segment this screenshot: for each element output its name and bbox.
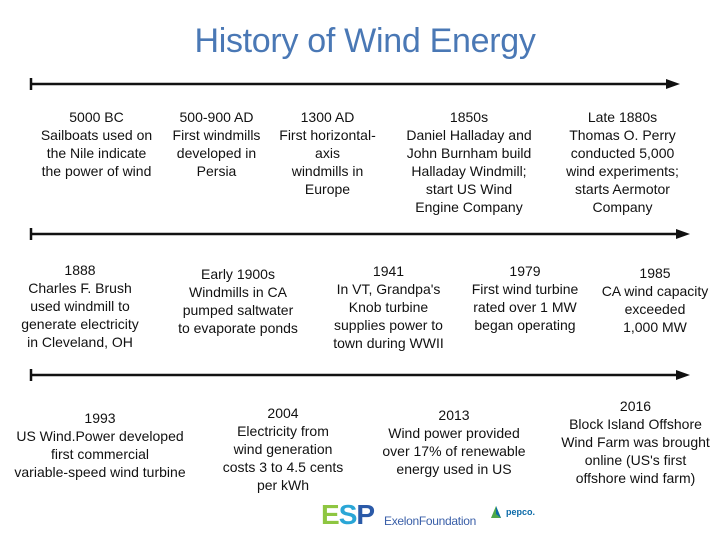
event-text: US Wind.Power developed first commercial… (14, 428, 186, 480)
event-late-1880s: Late 1880s Thomas O. Perry conducted 5,0… (555, 108, 690, 216)
event-text: First horizontal- axis windmills in Euro… (279, 127, 376, 197)
event-year: 2013 (438, 407, 470, 423)
event-1888: 1888 Charles F. Brush used windmill to g… (10, 261, 150, 351)
event-2004: 2004 Electricity from wind generation co… (213, 404, 353, 494)
event-text: Daniel Halladay and John Burnham build H… (406, 127, 532, 215)
event-text: Thomas O. Perry conducted 5,000 wind exp… (566, 127, 679, 215)
event-early-1900s: Early 1900s Windmills in CA pumped saltw… (168, 265, 308, 337)
event-text: Windmills in CA pumped saltwater to evap… (178, 284, 298, 336)
event-year: Late 1880s (587, 109, 658, 125)
event-year: Early 1900s (201, 266, 275, 282)
page-title: History of Wind Energy (194, 22, 536, 60)
event-text: CA wind capacity exceeded 1,000 MW (601, 283, 709, 335)
event-1941: 1941 In VT, Grandpa's Knob turbine suppl… (322, 262, 455, 352)
event-year: 5000 BC (69, 109, 124, 125)
esp-logo-e: E (321, 499, 340, 530)
event-1850s: 1850s Daniel Halladay and John Burnham b… (395, 108, 543, 216)
event-5000bc: 5000 BC Sailboats used on the Nile indic… (34, 108, 159, 180)
event-year: 2004 (267, 405, 299, 421)
event-text: Charles F. Brush used windmill to genera… (21, 280, 139, 350)
event-text: First wind turbine rated over 1 MW began… (471, 281, 579, 333)
timeline-axis-2 (0, 225, 720, 245)
event-text: In VT, Grandpa's Knob turbine supplies p… (333, 281, 444, 351)
event-year: 1993 (84, 410, 116, 426)
pepco-leaf-icon (491, 506, 501, 518)
timeline-axis-3 (0, 366, 720, 386)
esp-logo-s: S (338, 499, 358, 530)
event-2013: 2013 Wind power provided over 17% of ren… (370, 406, 538, 478)
event-year: 500-900 AD (179, 109, 254, 125)
event-1979: 1979 First wind turbine rated over 1 MW … (460, 262, 590, 334)
esp-logo-p: P (356, 499, 375, 530)
event-text: Sailboats used on the Nile indicate the … (40, 127, 153, 179)
event-text: First windmills developed in Persia (172, 127, 261, 179)
event-1300ad: 1300 AD First horizontal- axis windmills… (270, 108, 385, 198)
timeline-axis-1 (0, 75, 720, 95)
event-year: 1300 AD (300, 109, 355, 125)
event-1993: 1993 US Wind.Power developed first comme… (5, 409, 195, 481)
event-500-900ad: 500-900 AD First windmills developed in … (164, 108, 269, 180)
event-year: 1888 (64, 262, 96, 278)
event-year: 2016 (619, 398, 652, 414)
event-text: Electricity from wind generation costs 3… (222, 423, 344, 493)
event-year: 1941 (372, 263, 405, 279)
event-year: 1985 (639, 265, 671, 281)
event-2016: 2016 Block Island Offshore Wind Farm was… (551, 397, 720, 487)
event-year: 1850s (449, 109, 489, 125)
event-text: Wind power provided over 17% of renewabl… (382, 425, 526, 477)
event-1985: 1985 CA wind capacity exceeded 1,000 MW (590, 264, 720, 336)
pepco-logo: pepco. (490, 505, 535, 519)
event-year: 1979 (509, 263, 541, 279)
exelon-foundation-logo: ExelonFoundation (384, 514, 476, 528)
event-text: Block Island Offshore Wind Farm was brou… (561, 416, 710, 486)
pepco-wordmark: pepco. (506, 507, 536, 517)
esp-logo: ESP (321, 499, 375, 531)
